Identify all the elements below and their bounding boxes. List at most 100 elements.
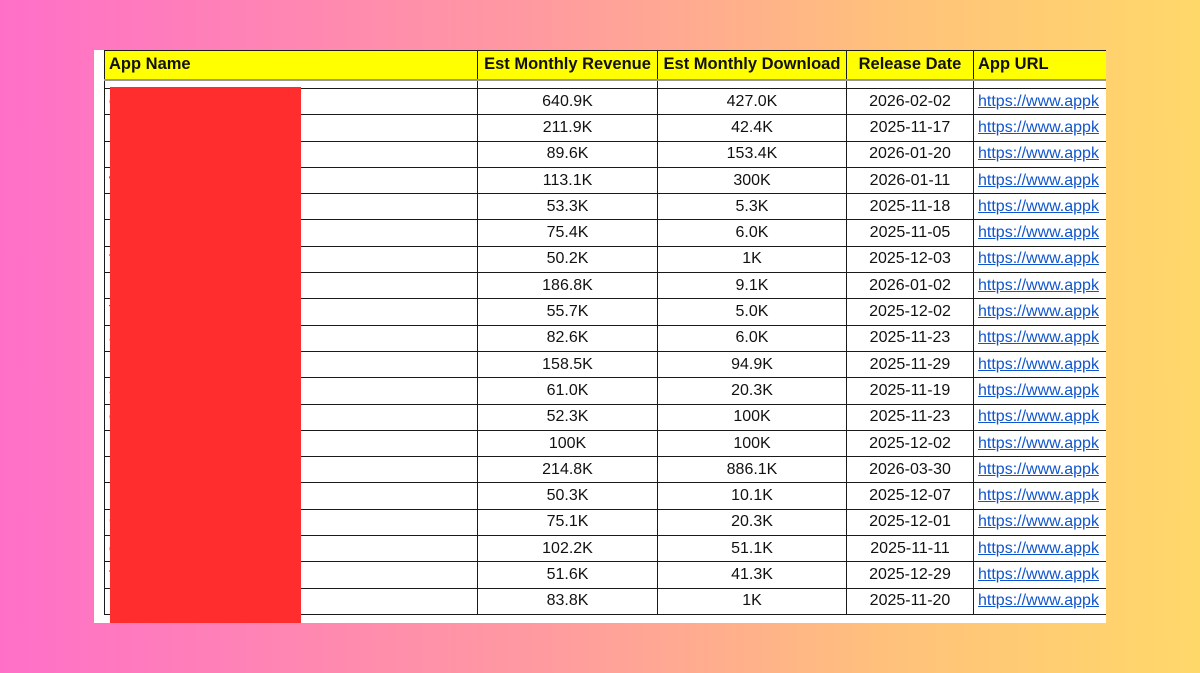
app-url-link[interactable]: https://www.appk — [978, 276, 1099, 294]
revenue-cell[interactable]: 50.2K — [477, 245, 658, 274]
app-url-link[interactable]: https://www.appk — [978, 92, 1099, 110]
app-url-cell[interactable]: https://www.appk — [973, 587, 1106, 615]
downloads-cell[interactable]: 5.3K — [657, 193, 847, 221]
column-header-downloads[interactable]: Est Monthly Download — [657, 50, 847, 80]
release-date-cell[interactable]: 2026-01-20 — [846, 140, 974, 168]
table-row[interactable]: o Maker640.9K427.0K2026-02-02https://www… — [104, 87, 1106, 116]
downloads-cell[interactable]: 42.4K — [657, 114, 847, 142]
downloads-cell[interactable]: 5.0K — [657, 298, 847, 326]
release-date-cell[interactable]: 2025-12-02 — [846, 429, 974, 458]
downloads-cell[interactable]: 51.1K — [657, 535, 847, 563]
release-date-cell[interactable]: 2025-12-07 — [846, 482, 974, 510]
release-date-cell[interactable]: 2026-02-02 — [846, 87, 974, 116]
revenue-cell[interactable]: 75.1K — [477, 508, 658, 537]
app-url-cell[interactable]: https://www.appk — [973, 482, 1106, 510]
app-url-link[interactable]: https://www.appk — [978, 224, 1099, 242]
release-date-cell[interactable]: 2025-11-18 — [846, 193, 974, 221]
downloads-cell[interactable]: 100K — [657, 429, 847, 458]
revenue-cell[interactable]: 186.8K — [477, 272, 658, 300]
app-url-cell[interactable]: https://www.appk — [973, 298, 1106, 326]
column-header-app-name[interactable]: App Name — [104, 50, 478, 80]
app-url-link[interactable]: https://www.appk — [978, 539, 1099, 557]
downloads-cell[interactable]: 94.9K — [657, 350, 847, 379]
release-date-cell[interactable]: 2025-12-29 — [846, 561, 974, 589]
app-url-cell[interactable]: https://www.appk — [973, 561, 1106, 589]
app-url-cell[interactable]: https://www.appk — [973, 114, 1106, 142]
release-date-cell[interactable]: 2025-12-03 — [846, 245, 974, 274]
app-url-cell[interactable]: https://www.appk — [973, 429, 1106, 458]
app-url-cell[interactable]: https://www.appk — [973, 166, 1106, 195]
release-date-cell[interactable]: 2026-03-30 — [846, 456, 974, 484]
revenue-cell[interactable]: 640.9K — [477, 87, 658, 116]
revenue-cell[interactable]: 158.5K — [477, 350, 658, 379]
revenue-cell[interactable]: 83.8K — [477, 587, 658, 615]
downloads-cell[interactable]: 6.0K — [657, 219, 847, 247]
revenue-cell[interactable]: 82.6K — [477, 324, 658, 352]
release-date-cell[interactable]: 2025-11-23 — [846, 324, 974, 352]
release-date-cell[interactable]: 2025-11-17 — [846, 114, 974, 142]
downloads-cell[interactable]: 20.3K — [657, 508, 847, 537]
revenue-cell[interactable]: 50.3K — [477, 482, 658, 510]
app-url-cell[interactable]: https://www.appk — [973, 193, 1106, 221]
revenue-cell[interactable]: 100K — [477, 429, 658, 458]
table-row[interactable]: 186.8K 9.1K 2026-01-02 https://www.appk — [104, 272, 1106, 300]
release-date-cell[interactable]: 2025-11-20 — [846, 587, 974, 615]
revenue-cell[interactable]: 89.6K — [477, 140, 658, 168]
revenue-cell[interactable]: 55.7K — [477, 298, 658, 326]
revenue-cell[interactable]: 113.1K — [477, 166, 658, 195]
downloads-cell[interactable]: 1K — [657, 587, 847, 615]
release-date-cell[interactable]: 2025-11-11 — [846, 535, 974, 563]
app-url-cell[interactable]: https://www.appk — [973, 324, 1106, 352]
release-date-cell[interactable]: 2026-01-11 — [846, 166, 974, 195]
app-url-link[interactable]: https://www.appk — [978, 145, 1099, 163]
downloads-cell[interactable]: 886.1K — [657, 456, 847, 484]
app-url-link[interactable]: https://www.appk — [978, 118, 1099, 136]
app-url-cell[interactable]: https://www.appk — [973, 350, 1106, 379]
revenue-cell[interactable]: 53.3K — [477, 193, 658, 221]
app-url-cell[interactable]: https://www.appk — [973, 535, 1106, 563]
app-url-link[interactable]: https://www.appk — [978, 460, 1099, 478]
app-url-cell[interactable]: https://www.appk — [973, 272, 1106, 300]
revenue-cell[interactable]: 61.0K — [477, 377, 658, 405]
app-url-cell[interactable]: https://www.appk — [973, 219, 1106, 247]
downloads-cell[interactable]: 9.1K — [657, 272, 847, 300]
app-url-link[interactable]: https://www.appk — [978, 408, 1099, 426]
app-url-cell[interactable]: https://www.appk — [973, 140, 1106, 168]
downloads-cell[interactable]: 6.0K — [657, 324, 847, 352]
release-date-cell[interactable]: 2025-12-01 — [846, 508, 974, 537]
column-header-app-url[interactable]: App URL — [973, 50, 1106, 80]
app-url-cell[interactable]: https://www.appk — [973, 245, 1106, 274]
app-url-cell[interactable]: https://www.appk — [973, 508, 1106, 537]
downloads-cell[interactable]: 427.0K — [657, 87, 847, 116]
column-header-release-date[interactable]: Release Date — [846, 50, 974, 80]
app-url-link[interactable]: https://www.appk — [978, 171, 1099, 189]
app-url-link[interactable]: https://www.appk — [978, 487, 1099, 505]
app-url-cell[interactable]: https://www.appk — [973, 87, 1106, 116]
revenue-cell[interactable]: 211.9K — [477, 114, 658, 142]
revenue-cell[interactable]: 52.3K — [477, 403, 658, 431]
downloads-cell[interactable]: 20.3K — [657, 377, 847, 405]
app-url-cell[interactable]: https://www.appk — [973, 403, 1106, 431]
app-url-link[interactable]: https://www.appk — [978, 197, 1099, 215]
app-url-link[interactable]: https://www.appk — [978, 250, 1099, 268]
app-url-link[interactable]: https://www.appk — [978, 381, 1099, 399]
app-url-cell[interactable]: https://www.appk — [973, 456, 1106, 484]
app-url-cell[interactable]: https://www.appk — [973, 377, 1106, 405]
app-url-link[interactable]: https://www.appk — [978, 434, 1099, 452]
downloads-cell[interactable]: 100K — [657, 403, 847, 431]
revenue-cell[interactable]: 102.2K — [477, 535, 658, 563]
release-date-cell[interactable]: 2025-11-29 — [846, 350, 974, 379]
downloads-cell[interactable]: 153.4K — [657, 140, 847, 168]
downloads-cell[interactable]: 300K — [657, 166, 847, 195]
release-date-cell[interactable]: 2025-11-05 — [846, 219, 974, 247]
app-url-link[interactable]: https://www.appk — [978, 513, 1099, 531]
release-date-cell[interactable]: 2025-11-23 — [846, 403, 974, 431]
downloads-cell[interactable]: 41.3K — [657, 561, 847, 589]
app-url-link[interactable]: https://www.appk — [978, 592, 1099, 610]
downloads-cell[interactable]: 10.1K — [657, 482, 847, 510]
app-url-link[interactable]: https://www.appk — [978, 329, 1099, 347]
app-url-link[interactable]: https://www.appk — [978, 303, 1099, 321]
release-date-cell[interactable]: 2026-01-02 — [846, 272, 974, 300]
revenue-cell[interactable]: 75.4K — [477, 219, 658, 247]
revenue-cell[interactable]: 214.8K — [477, 456, 658, 484]
